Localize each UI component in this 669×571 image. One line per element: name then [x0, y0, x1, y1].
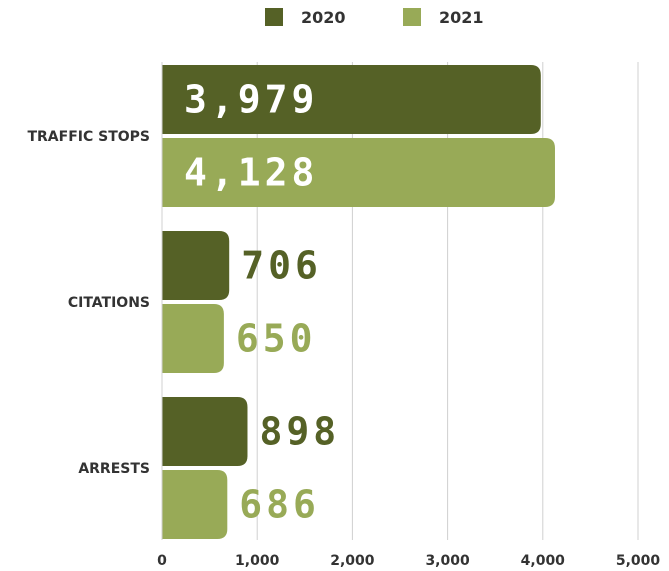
x-tick-label: 5,000 [616, 553, 661, 569]
x-tick-label: 2,000 [330, 553, 375, 569]
bar-2020-1 [162, 231, 230, 300]
bar-value-label: 650 [236, 317, 317, 361]
bar-value-label: 3,979 [184, 78, 318, 122]
bar-value-label: 4,128 [184, 151, 318, 195]
bar-2020-0 [162, 65, 541, 134]
legend-swatch-2020 [265, 8, 283, 26]
x-tick-label: 0 [157, 553, 167, 569]
x-tick-label: 3,000 [425, 553, 470, 569]
x-tick-label: 1,000 [235, 553, 280, 569]
bar-2020-2 [162, 397, 248, 466]
legend-swatch-2021 [403, 8, 421, 26]
category-label: TRAFFIC STOPS [27, 129, 150, 145]
category-label: ARRESTS [78, 461, 150, 477]
legend-label-2020: 2020 [301, 8, 346, 27]
bar-value-label: 686 [239, 483, 320, 527]
bar-2021-0 [162, 138, 555, 207]
legend-label-2021: 2021 [439, 8, 484, 27]
x-tick-label: 4,000 [521, 553, 566, 569]
bar-2021-1 [162, 304, 224, 373]
category-label: CITATIONS [68, 295, 150, 311]
bar-value-label: 898 [259, 410, 340, 454]
bar-2021-2 [162, 470, 228, 539]
bar-value-label: 706 [241, 244, 322, 288]
